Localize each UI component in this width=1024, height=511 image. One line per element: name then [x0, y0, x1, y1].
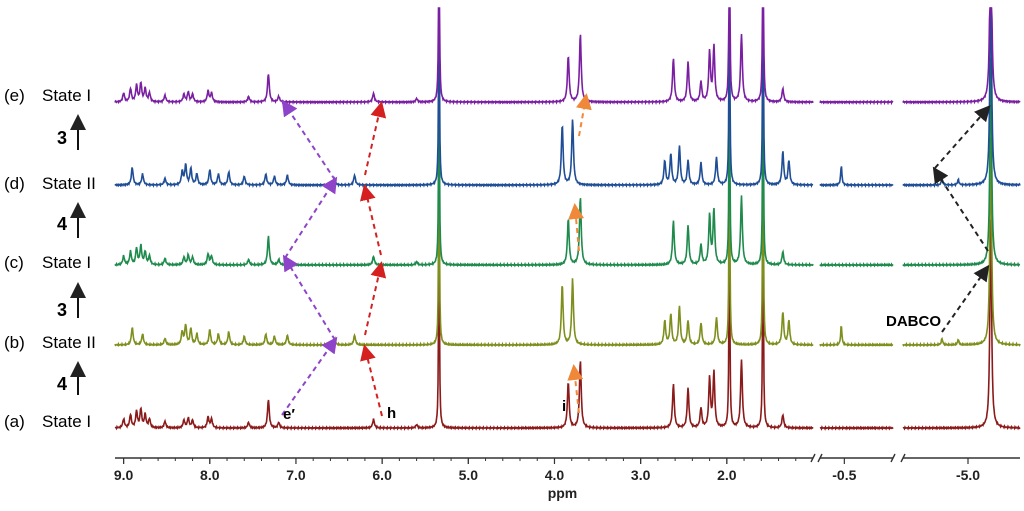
transition-label-3-lower: 3: [57, 300, 68, 320]
trace-letter: (b): [4, 333, 25, 352]
x-axis-title: ppm: [548, 485, 578, 501]
spectrum-trace-a: [902, 217, 1021, 431]
trace-state: State II: [42, 174, 96, 193]
axis-tick-label: 9.0: [114, 467, 134, 483]
arrow-i-c-d: [568, 203, 585, 252]
axis-tick-label: 6.0: [372, 467, 392, 483]
ppm-axis: 9.0 8.0 7.0 6.0 5.0 4.0 3.0 2.0 -0.5 -5.0 ppm: [70, 114, 1020, 501]
axis-break-mark: [900, 453, 906, 463]
shift-arrows: [281, 93, 991, 417]
spectra-traces: [114, 7, 1021, 431]
spectrum-trace-b: [114, 125, 814, 347]
trace-state: State I: [42, 253, 92, 272]
arrow-e-prime-c-d: [284, 176, 338, 259]
axis-tick-label: 7.0: [286, 467, 306, 483]
axis-tick-label: 5.0: [459, 467, 479, 483]
spectrum-trace-c: [902, 56, 1020, 268]
arrow-h-c-d: [360, 184, 382, 256]
trace-state: State II: [42, 333, 96, 352]
spectrum-trace-d: [114, 7, 814, 188]
arrow-e-prime-b-c: [282, 254, 336, 341]
spectrum-trace-d: [902, 7, 1021, 188]
arrow-i-d-e: [576, 93, 592, 137]
axis-break-mark: [817, 453, 823, 463]
trace-label-c: (c) State I: [4, 253, 91, 273]
trace-state: State I: [42, 412, 92, 431]
transition-label-3-top: 3: [57, 128, 68, 148]
transition-label-4-bottom: 4: [57, 374, 68, 394]
axis-break-mark: [890, 453, 896, 463]
arrow-e-prime-a-b: [281, 336, 338, 416]
axis-tick-label: 8.0: [200, 467, 220, 483]
axis-tick-label: -0.5: [832, 467, 856, 483]
trace-label-d: (d) State II: [4, 174, 96, 194]
spectrum-trace-b: [902, 135, 1021, 347]
arrow-h-b-c: [364, 261, 387, 336]
transition-label-4-upper: 4: [57, 214, 68, 234]
axis-tick-label: 3.0: [631, 467, 651, 483]
trace-state: State I: [42, 86, 92, 105]
trace-label-e: (e) State I: [4, 86, 91, 106]
dabco-label: DABCO: [886, 313, 941, 330]
spectrum-trace-e: [819, 99, 894, 106]
peak-label-e-prime: e′: [283, 406, 295, 423]
arrow-h-a-b: [360, 344, 383, 417]
peak-label-h: h: [387, 405, 397, 422]
arrow-i-a-b: [567, 364, 584, 414]
arrow-dabco-c-d: [932, 166, 989, 252]
spectrum-trace-e: [114, 7, 814, 106]
spectrum-trace-a: [819, 425, 894, 431]
trace-label-a: (a) State I: [4, 412, 91, 432]
spectrum-trace-c: [114, 45, 814, 268]
spectrum-trace-e: [902, 7, 1021, 106]
axis-tick-label: 4.0: [545, 467, 565, 483]
arrow-dabco-b-c: [941, 264, 990, 333]
trace-letter: (e): [4, 86, 25, 105]
trace-letter: (a): [4, 412, 25, 431]
trace-letter: (d): [4, 174, 25, 193]
axis-break-mark: [810, 453, 816, 463]
spectrum-trace-c: [819, 262, 894, 268]
arrow-e-prime-d-e: [281, 99, 336, 181]
trace-letter: (c): [4, 253, 24, 272]
axis-tick-label: -5.0: [956, 467, 980, 483]
arrow-dabco-d-e: [934, 105, 991, 169]
spectrum-trace-d: [819, 166, 894, 189]
axis-tick-label: 2.0: [717, 467, 737, 483]
arrow-h-d-e: [364, 101, 387, 176]
trace-label-b: (b) State II: [4, 333, 96, 353]
spectrum-trace-a: [114, 207, 814, 431]
spectrum-trace-b: [819, 326, 894, 347]
peak-label-i: i: [562, 398, 567, 415]
